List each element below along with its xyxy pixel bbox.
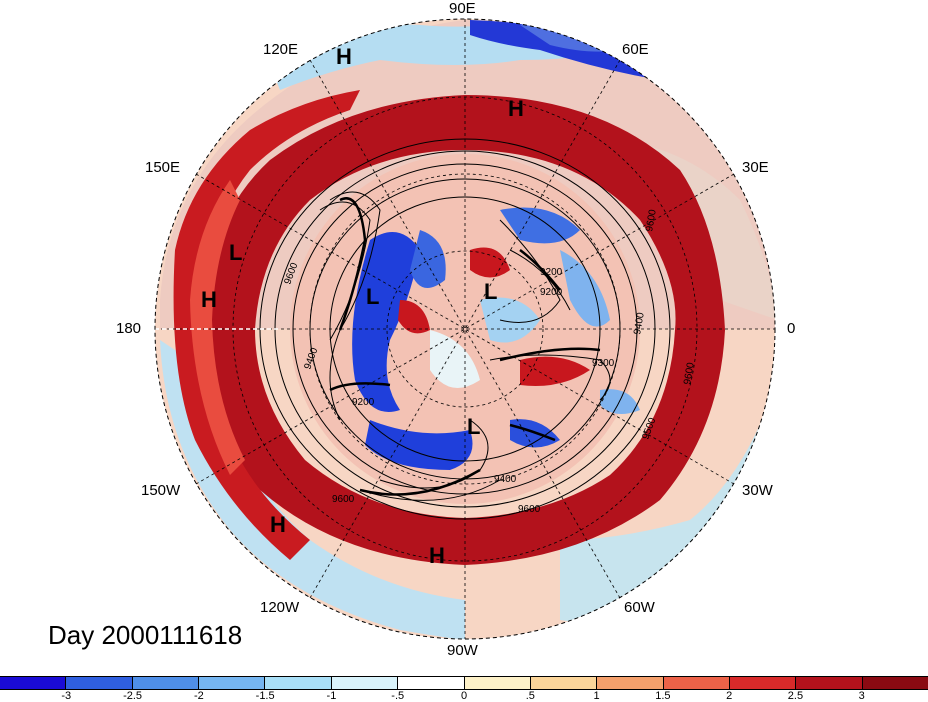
low-pressure-marker: L <box>484 279 498 304</box>
contour-label: 9400 <box>494 474 517 485</box>
colorbar-tick-label: 1 <box>593 690 600 702</box>
colorbar-segment <box>331 677 399 689</box>
high-pressure-marker: H <box>429 543 445 568</box>
contour-label: 9200 <box>540 287 563 298</box>
longitude-label-120e: 120E <box>263 41 299 58</box>
longitude-label-60w: 60W <box>624 599 655 616</box>
longitude-label-60e: 60E <box>622 41 649 58</box>
contour-label: 9300 <box>592 358 615 369</box>
colorbar-tick-label: 2 <box>726 690 733 702</box>
colorbar-segment <box>398 677 465 689</box>
high-pressure-marker: H <box>336 44 352 69</box>
map-boundary <box>154 18 776 640</box>
colorbar-tick-label: -.5 <box>391 690 405 702</box>
contour-label: 9400 <box>632 311 647 335</box>
contour-label: 9200 <box>540 267 563 278</box>
colorbar-tick-label: 2.5 <box>787 690 804 702</box>
colorbar-segment <box>862 677 928 689</box>
low-pressure-marker: L <box>366 284 380 309</box>
longitude-label-90e: 90E <box>449 0 476 17</box>
longitude-label-180: 180 <box>116 320 142 337</box>
polar-map: 9600 9400 9200 9300 9500 9600 9200 9400 … <box>154 18 776 640</box>
low-pressure-marker: L <box>229 240 243 265</box>
longitude-label-90w: 90W <box>447 642 478 659</box>
contour-label: 9600 <box>644 208 659 232</box>
colorbar-tick-label: .5 <box>525 690 535 702</box>
colorbar-segment <box>66 677 133 689</box>
map-title: Day 2000111618 <box>48 620 243 650</box>
colorbar-segment <box>199 677 266 689</box>
longitude-label-120w: 120W <box>260 599 300 616</box>
high-pressure-marker: H <box>508 96 524 121</box>
colorbar-tick-label: -2.5 <box>123 690 143 702</box>
contour-label: 9600 <box>682 361 697 385</box>
high-pressure-marker: H <box>201 287 217 312</box>
colorbar-segment <box>729 677 797 689</box>
colorbar-segment <box>597 677 664 689</box>
colorbar-tick-label: 1.5 <box>655 690 671 702</box>
longitude-label-30e: 30E <box>742 159 769 176</box>
contour-label: 9200 <box>352 397 375 408</box>
colorbar-segment <box>464 677 531 689</box>
colorbar-tick-label: 3 <box>858 690 865 702</box>
longitude-label-30w: 30W <box>742 482 773 499</box>
colorbar-tick-label: -3 <box>61 690 72 702</box>
longitude-label-150e: 150E <box>145 159 181 176</box>
contour-label: 9600 <box>518 504 541 515</box>
jet-contours <box>329 197 601 496</box>
colorbar-segment <box>265 677 332 689</box>
low-pressure-marker: L <box>467 414 481 439</box>
colorbar-tick-label: -1.5 <box>255 690 275 702</box>
colorbar-tick-label: 0 <box>460 690 468 702</box>
colorbar-tick-label: -1 <box>326 690 337 702</box>
colorbar-segment <box>530 677 598 689</box>
colorbar-segment <box>663 677 730 689</box>
colorbar <box>0 676 928 690</box>
longitude-label-0: 0 <box>787 320 796 337</box>
high-pressure-marker: H <box>270 512 286 537</box>
colorbar-segment <box>796 677 863 689</box>
colorbar-tick-label: -2 <box>193 690 204 702</box>
longitude-label-150w: 150W <box>141 482 181 499</box>
colorbar-segment <box>0 677 67 689</box>
contour-label: 9600 <box>332 494 355 505</box>
colorbar-segment <box>132 677 200 689</box>
